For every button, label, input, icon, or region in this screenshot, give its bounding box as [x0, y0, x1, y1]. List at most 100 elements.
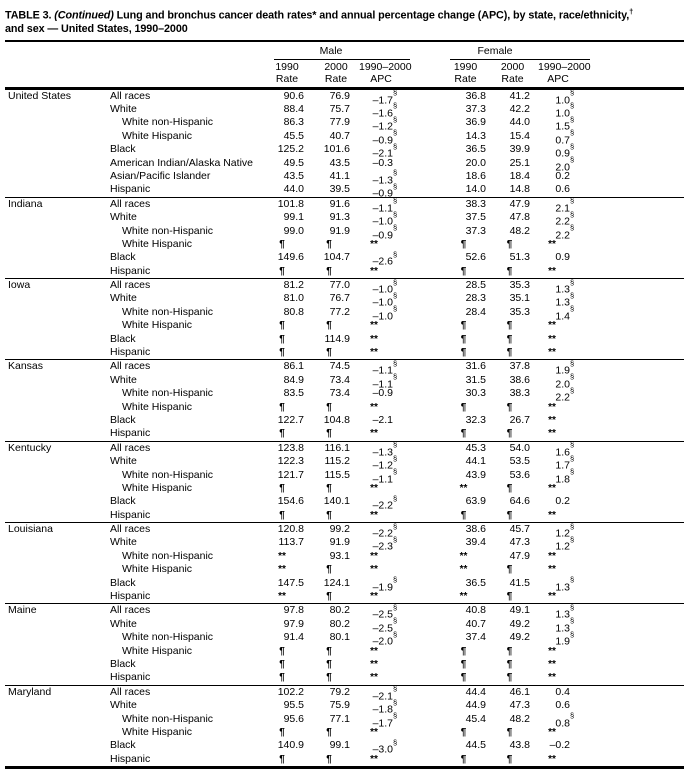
male-rate-2000-cell: ¶ [326, 726, 332, 738]
female-apc-cell: 0.2 [555, 495, 570, 508]
column-header: 1990–2000 APC [359, 62, 412, 86]
state-label [5, 753, 102, 766]
state-label: Louisiana [8, 523, 53, 536]
male-rate-2000-cell: 91.9 [329, 224, 350, 237]
male-rate-1990-cell: 97.9 [283, 617, 304, 630]
table-row: White Hispanic ** ¶ ** ** ¶ ** [5, 563, 684, 576]
male-rate-2000-cell: 124.1 [323, 576, 350, 589]
female-rate-1990-cell: ¶ [460, 428, 467, 440]
table-row: White non-Hispanic 80.8 77.2 –1.0§ 28.4 35.3 1… [5, 304, 684, 322]
female-rate-2000-cell: 47.3 [509, 536, 530, 549]
male-apc-cell: –2.5§ [372, 602, 398, 621]
table-row: White non-Hispanic 99.0 91.9 –0.9§ 37.3 48.2 2… [5, 223, 684, 241]
female-rate-1990-cell: ¶ [460, 238, 467, 250]
race-ethnicity-label: Black [110, 739, 136, 752]
female-apc-cell: 1.7§ [555, 453, 575, 472]
table-row: White non-Hispanic 86.3 77.9 –1.2§ 36.9 44.0 1… [5, 115, 684, 133]
race-ethnicity-label: White [110, 211, 137, 224]
male-rate-1990-cell: 88.4 [283, 102, 304, 115]
female-rate-1990-cell: 44.1 [465, 455, 486, 468]
female-group-label: Female [477, 45, 513, 58]
female-rate-1990-cell: ** [459, 564, 468, 576]
female-rate-2000-cell: 44.0 [509, 116, 530, 129]
male-rate-1990-cell: 99.1 [283, 211, 304, 224]
male-apc-cell: –1.3§ [372, 168, 398, 187]
race-ethnicity-label: Black [110, 143, 136, 156]
male-rate-2000-cell: 140.1 [323, 495, 350, 508]
female-rate-1990-cell: ¶ [460, 333, 467, 345]
value: –0.9 [372, 134, 393, 147]
continued-label: (Continued) [54, 9, 114, 22]
value: –3.0 [372, 743, 393, 756]
male-rate-1990-cell: 154.6 [277, 495, 304, 508]
female-apc-cell: 0.6 [555, 183, 570, 196]
female-rate-1990-cell: 45.3 [465, 441, 486, 454]
female-apc-cell: 1.0§ [555, 88, 575, 107]
column-header-measure: APC [370, 72, 392, 85]
table-row: White Hispanic ¶ ¶ ** ¶ ¶ ** [5, 726, 684, 739]
female-apc-cell: 1.3§ [555, 290, 575, 309]
female-rate-2000-cell: 41.2 [509, 89, 530, 102]
male-rate-1990-cell: 43.5 [283, 169, 304, 182]
male-apc-cell: –2.5§ [372, 616, 398, 635]
value: 0.9 [555, 147, 570, 160]
male-rate-1990-cell: 97.8 [283, 604, 304, 617]
race-ethnicity-label: All races [110, 279, 151, 292]
female-rate-1990-cell: 37.3 [465, 102, 486, 115]
male-rate-1990-cell: ¶ [279, 238, 285, 250]
race-ethnicity-label: Hispanic [110, 346, 151, 359]
race-ethnicity-label: All races [110, 441, 151, 454]
value: 1.2 [555, 527, 570, 540]
table-body: United States All races 90.6 76.9 –1.7§ 36.8 4… [5, 88, 684, 767]
value: –2.1 [372, 147, 393, 160]
female-rate-2000-cell: ¶ [506, 265, 513, 277]
female-apc-cell: 2.0§ [555, 155, 575, 174]
race-ethnicity-label: All races [110, 685, 151, 698]
table-row: Hispanic ¶ ¶ ** ¶ ¶ ** [5, 753, 684, 766]
race-ethnicity-label: White [110, 102, 137, 115]
male-rate-2000-cell: 77.0 [329, 279, 350, 292]
male-rate-1990-cell: 95.6 [283, 712, 304, 725]
female-apc-cell: –0.2 [549, 739, 570, 752]
female-apc-cell: 1.2§ [555, 521, 575, 540]
value: –2.6 [372, 255, 393, 268]
male-apc-cell: –1.0§ [372, 304, 398, 323]
female-apc-cell: 1.8§ [555, 467, 575, 486]
male-apc-cell: –0.3 [372, 156, 393, 169]
table-row: White 88.4 75.7 –1.6§ 37.3 42.2 1.0§ [5, 101, 684, 119]
female-rate-2000-cell: 47.9 [509, 549, 530, 562]
female-rate-2000-cell: ¶ [506, 672, 513, 684]
value: –2.3 [372, 540, 393, 553]
table-row: Black ¶ ¶ ** ¶ ¶ ** [5, 658, 684, 671]
male-rate-1990-cell: 84.9 [283, 373, 304, 386]
group-gap [396, 658, 440, 671]
male-apc-cell: –3.0§ [372, 737, 398, 756]
group-gap [396, 414, 440, 427]
value: –1.9 [372, 581, 393, 594]
column-header-measure: APC [547, 72, 569, 85]
state-label: United States [8, 89, 72, 102]
female-apc-cell: ** [548, 320, 556, 332]
value: 1.2 [555, 540, 570, 553]
female-rate-1990-cell: 63.9 [465, 495, 486, 508]
state-section-indiana: Indiana All races 101.8 91.6 –1.1§ 38.3 47.9 2.… [5, 196, 684, 280]
female-rate-2000-cell: 43.8 [509, 739, 530, 752]
male-rate-2000-cell: 115.5 [324, 468, 351, 481]
race-ethnicity-label: Black [110, 413, 136, 426]
table-row: Asian/Pacific Islander 43.5 41.1 –1.3§ 18.6 1… [5, 168, 684, 186]
male-apc-cell: ** [370, 238, 378, 250]
female-rate-1990-cell: 40.7 [465, 617, 486, 630]
female-rate-2000-cell: 18.4 [509, 169, 530, 182]
male-group-label: Male [319, 45, 343, 58]
value: –1.3 [372, 446, 393, 459]
male-rate-2000-cell: ¶ [326, 659, 332, 670]
female-apc-cell: ** [548, 645, 556, 657]
value: 1.3 [555, 296, 570, 309]
race-ethnicity-label: White [110, 536, 137, 549]
value: –2.2 [372, 527, 393, 540]
male-apc-cell: –1.1§ [372, 196, 398, 215]
male-apc-cell: ** [370, 726, 378, 738]
male-apc-cell: ** [370, 645, 378, 657]
male-rate-2000-cell: ¶ [326, 482, 332, 494]
female-rate-2000-cell: 26.7 [509, 413, 530, 426]
